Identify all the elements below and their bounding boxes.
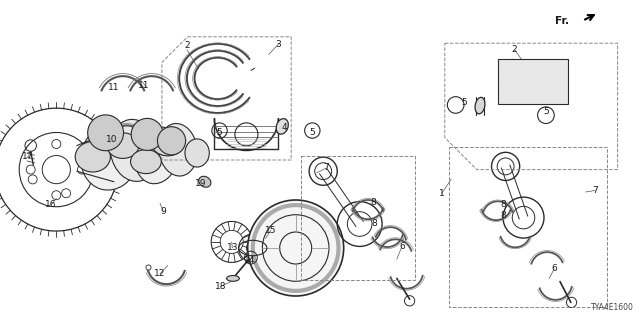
- Text: 8: 8: [500, 212, 506, 220]
- Circle shape: [88, 115, 124, 151]
- Bar: [449, 147, 607, 307]
- Bar: [301, 156, 415, 280]
- Text: 2: 2: [512, 45, 517, 54]
- Circle shape: [248, 200, 344, 296]
- Ellipse shape: [110, 119, 159, 181]
- Text: 11: 11: [138, 81, 150, 90]
- Bar: [498, 59, 568, 104]
- Text: 7: 7: [324, 164, 329, 172]
- Ellipse shape: [152, 133, 183, 156]
- Text: 14: 14: [244, 256, 255, 265]
- Ellipse shape: [81, 124, 140, 190]
- Text: 8: 8: [372, 220, 377, 228]
- Text: 9: 9: [161, 207, 166, 216]
- Text: Fr.: Fr.: [556, 16, 570, 26]
- Text: 19: 19: [195, 180, 206, 188]
- Text: 11: 11: [108, 84, 120, 92]
- Ellipse shape: [107, 133, 139, 158]
- Ellipse shape: [76, 141, 111, 172]
- Text: 8: 8: [500, 200, 506, 209]
- Text: 6: 6: [552, 264, 557, 273]
- Text: 3: 3: [276, 40, 281, 49]
- Ellipse shape: [159, 124, 197, 176]
- Ellipse shape: [131, 149, 161, 173]
- Text: 1: 1: [439, 189, 444, 198]
- Ellipse shape: [185, 139, 209, 167]
- Text: 12: 12: [154, 269, 166, 278]
- Text: 4: 4: [282, 124, 287, 132]
- Text: 6: 6: [399, 242, 404, 251]
- Text: 8: 8: [371, 198, 376, 207]
- Text: 5: 5: [309, 128, 314, 137]
- Circle shape: [157, 127, 186, 155]
- Text: 2: 2: [184, 41, 189, 50]
- Ellipse shape: [134, 127, 179, 184]
- Ellipse shape: [475, 97, 485, 114]
- Text: TYA4E1600: TYA4E1600: [591, 303, 634, 312]
- Ellipse shape: [198, 176, 211, 187]
- Text: 5: 5: [461, 98, 467, 107]
- Text: 5: 5: [543, 108, 548, 116]
- Text: 17: 17: [22, 152, 34, 161]
- Circle shape: [131, 118, 163, 150]
- Text: 7: 7: [593, 186, 598, 195]
- Text: 10: 10: [106, 135, 118, 144]
- Text: 5: 5: [216, 128, 221, 137]
- Text: 18: 18: [215, 282, 227, 291]
- Text: 15: 15: [265, 226, 276, 235]
- Ellipse shape: [276, 119, 288, 134]
- Ellipse shape: [227, 276, 239, 281]
- Text: 13: 13: [227, 244, 238, 252]
- Text: 16: 16: [45, 200, 57, 209]
